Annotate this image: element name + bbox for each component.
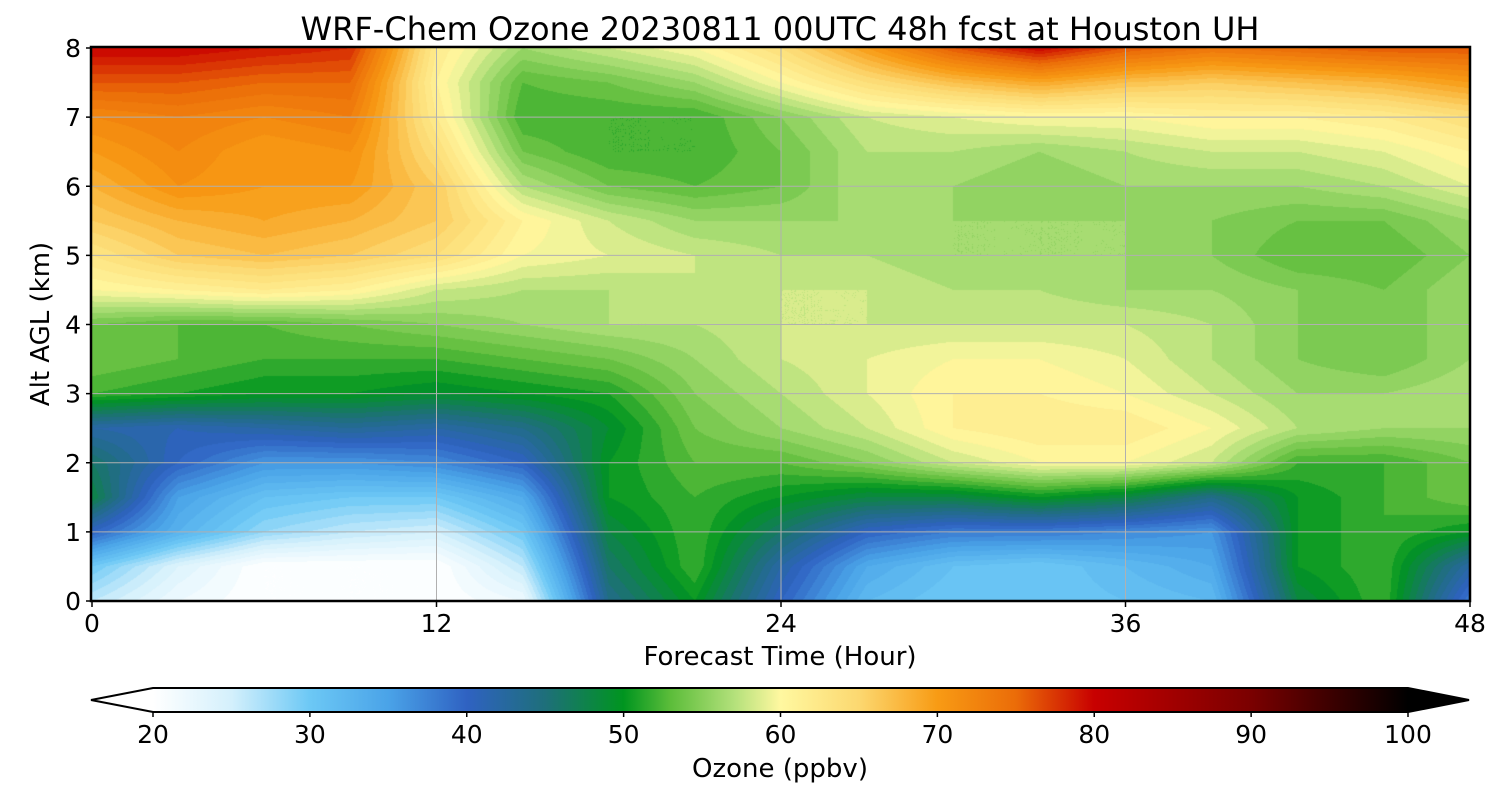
- x-tick-label-3: 36: [1110, 609, 1142, 638]
- x-tick-label-0: 0: [84, 609, 100, 638]
- y-tick-label-1: 1: [65, 518, 81, 547]
- x-tick-label-4: 48: [1454, 609, 1486, 638]
- colorbar-extend-high: [1408, 688, 1469, 712]
- y-tick-label-6: 6: [65, 172, 81, 201]
- y-tick-label-0: 0: [65, 587, 81, 616]
- colorbar-extend-low: [91, 688, 153, 712]
- colorbar-tick-label-5: 70: [921, 720, 953, 749]
- colorbar-tick-label-8: 100: [1384, 720, 1432, 749]
- colorbar-tick-label-3: 50: [608, 720, 640, 749]
- colorbar-tick-label-7: 90: [1235, 720, 1267, 749]
- y-tick-label-4: 4: [65, 311, 81, 340]
- y-tick-label-5: 5: [65, 241, 81, 270]
- y-tick-label-7: 7: [65, 103, 81, 132]
- y-tick-label-8: 8: [65, 34, 81, 63]
- y-tick-label-3: 3: [65, 380, 81, 409]
- x-axis-label: Forecast Time (Hour): [643, 642, 916, 672]
- colorbar-tick-label-1: 30: [294, 720, 326, 749]
- y-tick-label-2: 2: [65, 449, 81, 478]
- colorbar-tick-label-4: 60: [765, 720, 797, 749]
- x-tick-label-1: 12: [421, 609, 453, 638]
- colorbar-tick-label-0: 20: [137, 720, 169, 749]
- grid-lines: [92, 48, 1470, 601]
- colorbar-tick-label-2: 40: [451, 720, 483, 749]
- colorbar-tick-label-6: 80: [1078, 720, 1110, 749]
- colorbar: 20 30 40 50 60 70 80 90 100: [90, 687, 1470, 749]
- x-tick-label-2: 24: [765, 609, 797, 638]
- colorbar-gradient: [153, 688, 1408, 712]
- y-axis-label: Alt AGL (km): [26, 242, 56, 406]
- chart-title: WRF-Chem Ozone 20230811 00UTC 48h fcst a…: [301, 10, 1260, 48]
- colorbar-label: Ozone (ppbv): [692, 754, 868, 784]
